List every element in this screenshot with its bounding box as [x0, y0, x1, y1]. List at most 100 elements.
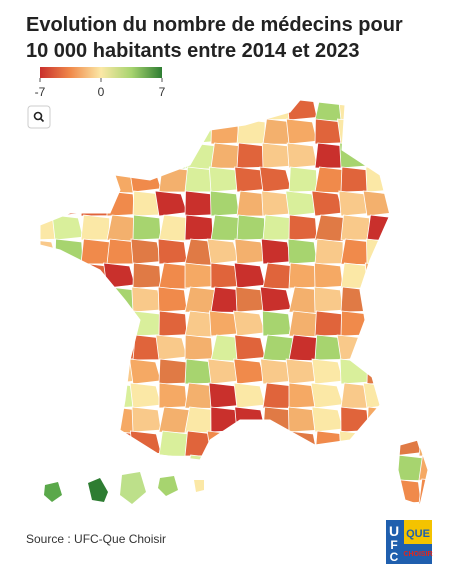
department [418, 430, 428, 457]
department [131, 406, 162, 433]
department [184, 502, 214, 505]
department [76, 334, 110, 361]
department [262, 382, 293, 409]
department [392, 286, 424, 314]
department [40, 166, 58, 193]
department [258, 430, 292, 457]
department [210, 478, 244, 505]
department [80, 190, 110, 217]
department [392, 454, 424, 482]
department [182, 118, 214, 145]
logo-letter: F [390, 538, 397, 552]
department [288, 262, 318, 289]
department [106, 310, 137, 337]
department [210, 142, 241, 169]
department [236, 100, 267, 121]
department [132, 262, 162, 289]
department [154, 190, 188, 217]
department [233, 262, 266, 289]
department [158, 502, 188, 505]
department [233, 382, 266, 409]
department [363, 286, 396, 313]
department [287, 238, 318, 265]
logo-letter: C [390, 550, 399, 564]
department [40, 502, 58, 505]
department [236, 142, 266, 169]
department [40, 214, 58, 241]
department [233, 358, 266, 385]
department [236, 454, 267, 481]
department [288, 166, 318, 193]
logo-word: CHOISIR [403, 551, 432, 558]
department [414, 382, 428, 409]
department [51, 310, 84, 337]
department [103, 502, 136, 505]
department [40, 190, 60, 217]
department [184, 310, 217, 338]
department [80, 214, 111, 241]
department [104, 118, 136, 145]
department [132, 100, 162, 121]
department [54, 334, 84, 361]
department [365, 454, 396, 481]
department [40, 286, 60, 313]
department [40, 310, 58, 337]
department [184, 214, 214, 241]
department [392, 262, 425, 290]
department [80, 406, 114, 434]
department [339, 142, 370, 169]
department [392, 118, 426, 146]
department [103, 262, 136, 289]
department [233, 310, 266, 337]
department [340, 286, 370, 313]
department [340, 214, 370, 241]
department [158, 358, 188, 385]
department [76, 358, 110, 385]
department [312, 502, 344, 505]
department [311, 406, 344, 433]
department [40, 382, 58, 409]
department [261, 142, 292, 169]
department [106, 142, 137, 169]
department [208, 166, 240, 193]
department [313, 286, 344, 313]
department [366, 238, 396, 265]
department [77, 286, 110, 313]
department [288, 310, 320, 337]
department [184, 334, 214, 361]
department [340, 310, 370, 337]
overseas [44, 472, 204, 504]
department [131, 286, 162, 313]
department [131, 142, 162, 169]
department [288, 214, 318, 241]
department [210, 214, 242, 241]
department [157, 286, 188, 313]
search-button[interactable] [27, 105, 51, 129]
department [285, 118, 318, 145]
department [340, 406, 370, 433]
department [415, 142, 428, 169]
department [362, 382, 396, 409]
department [54, 262, 84, 289]
department [158, 142, 191, 170]
department [80, 430, 110, 457]
department [392, 238, 425, 266]
department [236, 214, 266, 241]
department [51, 100, 84, 121]
department [210, 100, 240, 121]
department [364, 262, 396, 289]
department [314, 262, 344, 289]
department [392, 214, 422, 241]
department [418, 286, 428, 313]
department [54, 142, 84, 169]
department [80, 118, 110, 145]
department [338, 478, 370, 505]
department [234, 238, 266, 265]
department [389, 166, 422, 193]
department [262, 334, 294, 362]
department [129, 358, 162, 385]
department [40, 262, 58, 289]
department [80, 100, 110, 121]
